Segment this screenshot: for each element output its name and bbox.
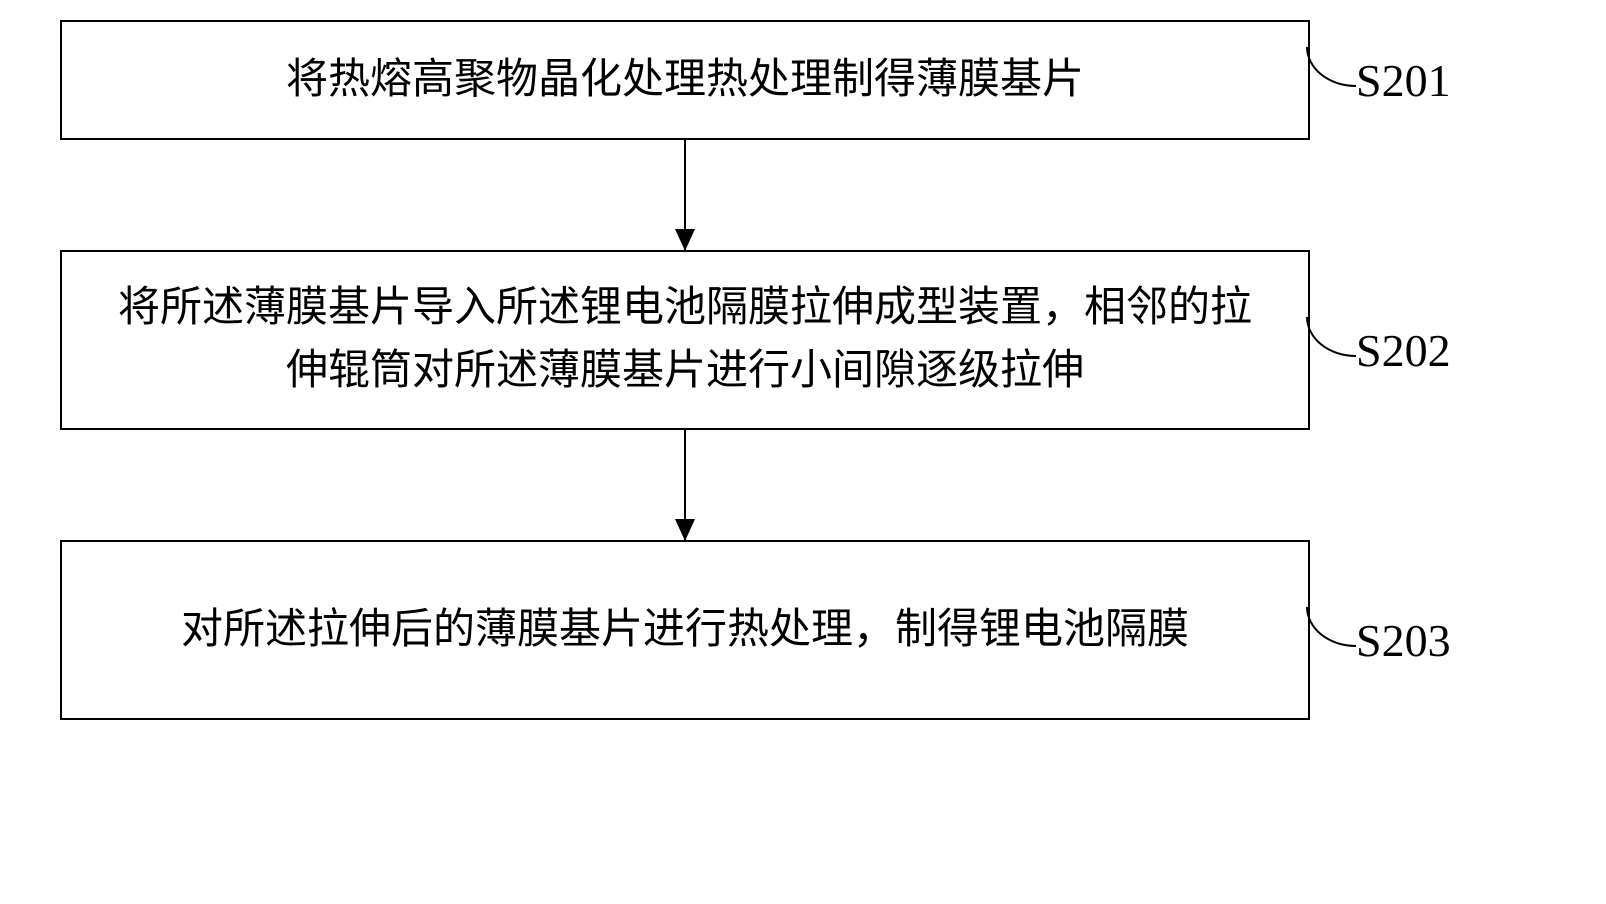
step-label-text: S202 (1356, 324, 1451, 377)
flow-step-text: 将所述薄膜基片导入所述锂电池隔膜拉伸成型装置，相邻的拉伸辊筒对所述薄膜基片进行小… (102, 277, 1268, 403)
flow-step-text: 对所述拉伸后的薄膜基片进行热处理，制得锂电池隔膜 (181, 599, 1189, 662)
flowchart-container: 将热熔高聚物晶化处理热处理制得薄膜基片 将所述薄膜基片导入所述锂电池隔膜拉伸成型… (60, 20, 1310, 720)
flow-arrow (684, 430, 686, 540)
flow-step-s201: 将热熔高聚物晶化处理热处理制得薄膜基片 (60, 20, 1310, 140)
connector-curve-icon (1306, 607, 1356, 647)
step-label-s203: S203 (1306, 614, 1451, 667)
flow-step-s202: 将所述薄膜基片导入所述锂电池隔膜拉伸成型装置，相邻的拉伸辊筒对所述薄膜基片进行小… (60, 250, 1310, 430)
step-label-s201: S201 (1306, 54, 1451, 107)
step-label-s202: S202 (1306, 324, 1451, 377)
arrow-head-icon (675, 229, 695, 251)
flow-arrow (684, 140, 686, 250)
step-label-text: S201 (1356, 54, 1451, 107)
connector-curve-icon (1306, 47, 1356, 87)
step-label-text: S203 (1356, 614, 1451, 667)
flow-step-text: 将热熔高聚物晶化处理热处理制得薄膜基片 (286, 49, 1084, 112)
connector-curve-icon (1306, 317, 1356, 357)
arrow-head-icon (675, 519, 695, 541)
flow-step-s203: 对所述拉伸后的薄膜基片进行热处理，制得锂电池隔膜 (60, 540, 1310, 720)
